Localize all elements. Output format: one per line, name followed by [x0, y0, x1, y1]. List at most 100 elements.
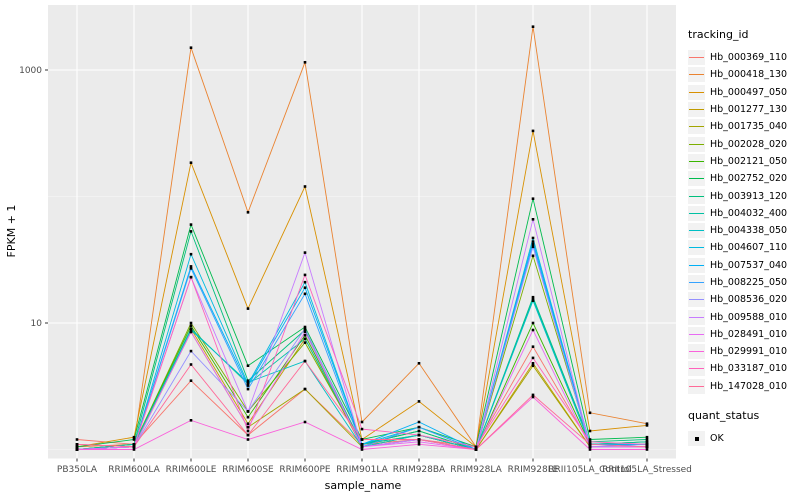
legend-color-line	[689, 160, 704, 162]
data-point	[588, 429, 592, 433]
legend-key-swatch	[688, 188, 705, 204]
legend-key-swatch	[688, 205, 705, 221]
data-point	[189, 267, 193, 270]
data-point	[303, 273, 307, 277]
legend-items: Hb_000369_110 Hb_000418_130 Hb_000497_050 H…	[688, 49, 798, 395]
quant-key-swatch	[688, 431, 705, 447]
data-point	[246, 415, 250, 419]
data-point	[588, 445, 592, 449]
data-point	[645, 448, 649, 451]
legend-color-line	[689, 299, 704, 301]
legend-item: Hb_000497_050	[688, 84, 798, 101]
data-point	[246, 425, 250, 429]
quant-item-label: OK	[710, 433, 724, 445]
legend-item: Hb_002752_020	[688, 170, 798, 187]
data-point	[417, 362, 421, 365]
data-point	[645, 438, 649, 441]
data-point	[189, 328, 193, 332]
legend-color-line	[689, 230, 704, 232]
data-point	[417, 420, 421, 424]
data-point	[303, 387, 307, 391]
data-point	[189, 275, 193, 279]
data-point	[645, 435, 649, 439]
data-point	[189, 46, 193, 49]
legend-item-label: Hb_029991_010	[710, 346, 788, 358]
data-point	[531, 236, 535, 240]
data-point	[246, 364, 250, 367]
gridlines	[48, 5, 676, 459]
data-point	[531, 321, 535, 325]
x-tick-label: RRIM928LE	[508, 465, 559, 475]
data-point	[360, 443, 364, 446]
x-tick-label: RRII105LA_Control	[548, 465, 631, 475]
data-point	[246, 433, 250, 437]
x-tick-label: RRIM600PE	[279, 465, 331, 475]
data-point	[588, 438, 592, 441]
legend-key-swatch	[688, 361, 705, 377]
data-point	[645, 445, 649, 449]
data-point	[75, 443, 79, 446]
data-point	[417, 438, 421, 441]
legend-key-swatch	[688, 171, 705, 187]
data-point	[189, 161, 193, 164]
data-point	[132, 443, 136, 446]
data-point	[246, 387, 250, 391]
legend-item: Hb_033187_010	[688, 360, 798, 377]
data-point	[531, 364, 535, 367]
data-point	[303, 341, 307, 344]
data-point	[531, 240, 535, 243]
legend-item-label: Hb_028491_010	[710, 328, 788, 340]
legend-color-line	[689, 333, 704, 335]
data-point	[246, 429, 250, 433]
legend-color-line	[689, 368, 704, 370]
legend-color-line	[689, 195, 704, 197]
data-point	[474, 448, 478, 451]
data-point	[417, 433, 421, 437]
legend-item-label: Hb_004607_110	[710, 242, 788, 254]
legend-color-line	[689, 74, 704, 76]
legend-color-line	[689, 57, 704, 59]
legend-key-swatch	[688, 50, 705, 66]
legend-item-label: Hb_002028_020	[710, 138, 788, 150]
data-point	[189, 230, 193, 233]
legend-item-label: Hb_008536_020	[710, 294, 788, 306]
legend-key-swatch	[688, 84, 705, 100]
x-tick-label: RRIM901LA	[336, 465, 388, 475]
legend-key-swatch	[688, 67, 705, 83]
data-point	[303, 359, 307, 363]
data-point	[531, 218, 535, 221]
x-tick-label: RRIM928BA	[393, 465, 446, 475]
data-point	[588, 443, 592, 446]
data-point	[189, 321, 193, 325]
data-point	[132, 445, 136, 449]
legend-item-label: Hb_000497_050	[710, 86, 788, 98]
legend-key-swatch	[688, 257, 705, 273]
data-point	[303, 61, 307, 64]
legend-item: Hb_002121_050	[688, 153, 798, 170]
data-point	[75, 445, 79, 449]
legend-item: Hb_004032_400	[688, 205, 798, 222]
legend-item-label: Hb_000418_130	[710, 69, 788, 81]
legend-key-swatch	[688, 344, 705, 360]
data-point	[417, 440, 421, 444]
legend-item-label: Hb_007537_040	[710, 259, 788, 271]
data-point	[189, 419, 193, 422]
data-point	[303, 292, 307, 296]
data-point	[531, 395, 535, 399]
axis-ticks	[45, 69, 648, 462]
data-point	[303, 420, 307, 424]
data-point	[246, 438, 250, 441]
data-point	[246, 307, 250, 310]
data-point	[360, 438, 364, 441]
legend-color-line	[689, 91, 704, 93]
data-point	[303, 325, 307, 329]
x-tick-label: PB350LA	[57, 465, 98, 475]
black-point-icon	[694, 436, 699, 441]
quant-legend-item: OK	[688, 430, 798, 447]
legend-item-label: Hb_009588_010	[710, 311, 788, 323]
legend-panel: tracking_id Hb_000369_110 Hb_000418_130 Hb…	[688, 28, 798, 447]
legend-item-label: Hb_002752_020	[710, 173, 788, 185]
data-point	[75, 438, 79, 441]
data-points	[75, 25, 649, 451]
